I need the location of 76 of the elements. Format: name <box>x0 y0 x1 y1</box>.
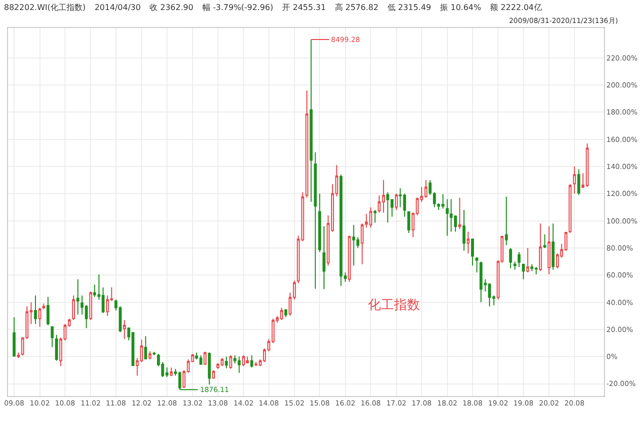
candlestick <box>509 247 512 269</box>
candlestick <box>152 351 156 356</box>
candlestick <box>50 326 54 348</box>
candlestick <box>122 319 126 340</box>
candlestick <box>310 39 313 202</box>
candlestick <box>552 223 555 270</box>
candlestick <box>538 223 542 272</box>
candlestick <box>577 168 580 196</box>
candlestick <box>548 226 551 275</box>
candlestick <box>458 197 462 230</box>
candlestick <box>471 238 474 266</box>
candlestick <box>55 334 58 362</box>
candlestick <box>352 224 356 266</box>
candlestick <box>89 290 92 320</box>
candlestick <box>12 316 16 358</box>
candlestick <box>518 252 521 268</box>
candlestick <box>475 258 478 273</box>
candlestick <box>394 193 398 210</box>
candlestick <box>374 209 376 224</box>
candlestick <box>72 295 75 320</box>
candlestick <box>526 247 530 273</box>
text: 幅 -3.79%(-92.96) <box>202 3 274 12</box>
candlestick <box>348 235 351 282</box>
candlestick <box>238 356 241 374</box>
candlestick <box>513 261 516 270</box>
candlestick <box>322 226 326 290</box>
candlestick <box>17 352 20 358</box>
candlestick <box>280 307 284 320</box>
candlestick <box>46 296 50 326</box>
text: 低 2315.49 <box>387 3 432 12</box>
candlestick <box>76 278 80 316</box>
candlestick <box>450 198 453 232</box>
candlestick <box>543 234 546 248</box>
candlestick <box>170 366 173 377</box>
candlestick <box>504 196 508 246</box>
candlestick <box>131 332 134 367</box>
candlestick <box>212 370 215 379</box>
candlestick <box>148 350 152 360</box>
candlestick <box>572 166 576 194</box>
candlestick <box>144 336 148 360</box>
candlestick <box>386 192 390 224</box>
candlestick <box>224 356 228 369</box>
candlestick <box>568 184 572 234</box>
candlestick <box>360 223 364 265</box>
candlestick <box>250 354 254 368</box>
candlestick <box>254 362 258 367</box>
candlestick <box>369 206 372 228</box>
candlestick <box>229 354 232 370</box>
text: 2014/04/30 <box>94 3 141 12</box>
annotation: 化工指数 <box>368 298 420 313</box>
candlestick <box>382 180 385 214</box>
candlestick <box>522 264 525 280</box>
candlestick <box>242 354 245 367</box>
candlestick <box>38 307 42 328</box>
candlestick <box>424 180 428 198</box>
candlestick <box>246 356 249 364</box>
text: 开 2455.31 <box>282 3 326 12</box>
text: 收 2362.90 <box>150 3 194 12</box>
candlestick <box>446 198 449 236</box>
candlestick <box>204 351 206 366</box>
candlestick <box>220 357 224 367</box>
text: 高 2576.82 <box>334 3 378 12</box>
chart-title: 882202.WI(化工指数) <box>4 3 86 12</box>
text: 振 10.64% <box>440 3 482 12</box>
candlestick <box>466 231 470 254</box>
candlestick <box>530 264 534 272</box>
candlestick <box>314 152 317 290</box>
candlestick <box>208 352 211 386</box>
candlestick <box>305 90 308 198</box>
candlestick <box>199 354 202 366</box>
candlestick <box>318 193 322 253</box>
candlestick <box>34 295 37 325</box>
candlestick <box>462 209 466 252</box>
text: 额 2222.04亿 <box>490 3 542 12</box>
candlestick <box>534 266 538 275</box>
candlestick <box>441 194 444 210</box>
